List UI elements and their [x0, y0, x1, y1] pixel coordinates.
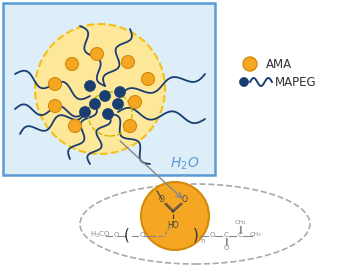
Text: n: n [200, 238, 204, 244]
Text: (: ( [124, 227, 130, 242]
Ellipse shape [80, 184, 310, 264]
Circle shape [48, 99, 61, 113]
Circle shape [84, 81, 96, 92]
Text: C: C [238, 232, 242, 238]
Circle shape [239, 78, 248, 87]
Text: C: C [223, 232, 229, 238]
Text: AMA: AMA [266, 58, 292, 70]
Text: CH₃: CH₃ [249, 233, 261, 238]
Text: O: O [182, 196, 188, 204]
Circle shape [123, 119, 136, 133]
Text: O: O [114, 232, 119, 238]
Circle shape [69, 119, 82, 133]
Text: CH₂: CH₂ [234, 219, 246, 224]
Circle shape [90, 98, 100, 110]
Circle shape [114, 87, 126, 98]
Circle shape [142, 73, 155, 85]
Text: O: O [140, 232, 145, 238]
Text: MAPEG: MAPEG [275, 76, 317, 89]
FancyBboxPatch shape [3, 3, 215, 175]
Circle shape [113, 98, 123, 110]
Circle shape [48, 78, 61, 90]
Circle shape [122, 56, 135, 68]
Circle shape [243, 57, 257, 71]
Circle shape [100, 90, 110, 101]
Text: O: O [210, 232, 216, 238]
Circle shape [129, 96, 142, 109]
Circle shape [91, 47, 104, 61]
Circle shape [103, 109, 113, 119]
Circle shape [141, 182, 209, 250]
Text: O: O [223, 245, 229, 251]
Circle shape [79, 107, 91, 118]
Circle shape [35, 24, 165, 154]
Text: O: O [159, 196, 165, 204]
Circle shape [65, 58, 78, 70]
Text: H$_2$O: H$_2$O [170, 156, 200, 172]
Text: HO: HO [167, 221, 179, 230]
Text: ): ) [193, 227, 199, 242]
Text: H$_3$CO: H$_3$CO [90, 230, 110, 240]
